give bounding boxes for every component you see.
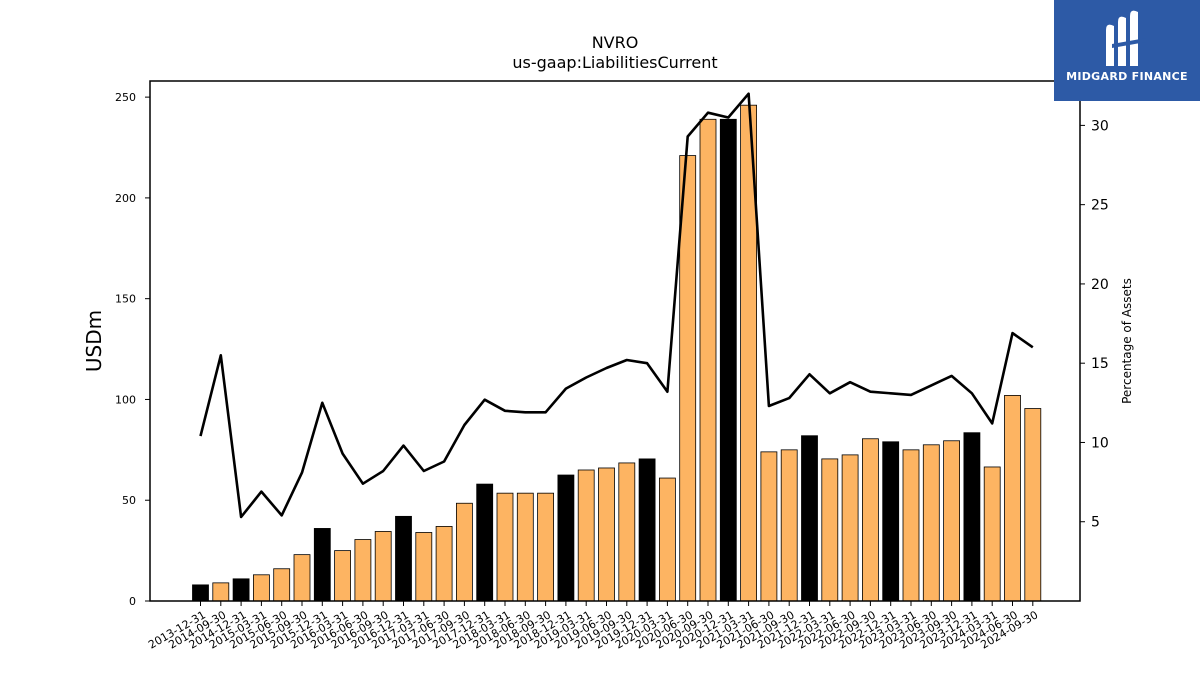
- bar-2019-03-31: [577, 469, 595, 602]
- bar-2021-12-31: [801, 435, 818, 602]
- bar-2017-03-31: [415, 532, 433, 602]
- bar-2017-06-30: [435, 526, 453, 602]
- chart-title: NVRO: [592, 33, 639, 52]
- line-series: [199, 92, 1034, 519]
- bar-2020-12-31: [719, 118, 737, 602]
- bar-2023-09-30: [943, 440, 960, 602]
- bar-2015-12-31: [313, 528, 331, 602]
- bar-2018-12-31: [557, 474, 575, 602]
- bar-2024-03-31: [983, 466, 1001, 602]
- bar-2022-09-30: [862, 438, 879, 602]
- bar-2017-09-30: [455, 502, 473, 602]
- bar-2020-09-30: [699, 118, 717, 602]
- bar-2022-06-30: [841, 454, 859, 602]
- bar-2014-12-31: [232, 578, 250, 602]
- bar-2017-12-31: [476, 483, 494, 602]
- y-axis-right: 5 10 15 20 25 30: [1080, 118, 1109, 531]
- bar-2023-12-31: [963, 432, 981, 602]
- bar-2016-06-30: [354, 539, 372, 602]
- y2-tick-label: 20: [1091, 277, 1109, 293]
- bar-2018-09-30: [537, 492, 554, 602]
- bar-2015-06-30: [273, 568, 291, 602]
- bar-2015-03-31: [252, 574, 270, 602]
- bar-2016-03-31: [334, 550, 352, 602]
- y2-tick-label: 10: [1091, 435, 1109, 451]
- bar-2016-12-31: [395, 515, 412, 602]
- bar-2019-06-30: [598, 467, 615, 602]
- bar-2023-03-31: [902, 449, 920, 602]
- bar-2024-06-30: [1004, 395, 1021, 602]
- bar-2018-06-30: [516, 492, 534, 602]
- x-axis: 2013-12-312014-09-302014-12-312015-03-31…: [146, 601, 1040, 652]
- bar-2024-09-30: [1024, 408, 1042, 602]
- y2-tick-label: 30: [1091, 118, 1109, 134]
- y-axis-label-right: Percentage of Assets: [1120, 278, 1134, 404]
- y2-tick-label: 25: [1091, 198, 1109, 214]
- y-axis-label-left: USDm: [82, 310, 106, 372]
- percentage-line: [199, 92, 1034, 519]
- logo-text: MIDGARD FINANCE: [1066, 70, 1188, 83]
- bar-series: [192, 104, 1042, 602]
- chart-subtitle: us-gaap:LiabilitiesCurrent: [512, 53, 717, 72]
- y-tick-label: 0: [129, 595, 136, 608]
- y-tick-label: 50: [122, 494, 136, 507]
- bar-2013-12-31: [192, 584, 209, 602]
- bar-2019-12-31: [638, 458, 656, 602]
- midgard-finance-logo: MIDGARD FINANCE: [1054, 0, 1200, 101]
- bar-2020-03-31: [659, 477, 676, 602]
- bar-2022-12-31: [882, 441, 900, 602]
- y-tick-label: 250: [115, 91, 136, 104]
- bar-2022-03-31: [821, 458, 839, 602]
- bar-2019-09-30: [618, 462, 636, 602]
- bar-2015-09-30: [293, 554, 311, 602]
- bar-2018-03-31: [496, 492, 514, 602]
- logo-mark-icon: [1106, 10, 1146, 67]
- y-axis-left: 0 50 100 150 200 250: [115, 91, 150, 608]
- bar-2016-09-30: [374, 531, 392, 602]
- bar-2021-06-30: [760, 451, 778, 602]
- y-tick-label: 100: [115, 393, 136, 406]
- y-tick-label: 150: [115, 293, 136, 306]
- bar-2023-06-30: [922, 444, 940, 602]
- bar-2014-09-30: [212, 582, 230, 602]
- y-tick-label: 200: [115, 192, 136, 205]
- y2-tick-label: 5: [1091, 515, 1100, 531]
- y2-tick-label: 15: [1091, 356, 1109, 372]
- plot-frame: [149, 80, 1081, 602]
- bar-2021-09-30: [780, 449, 798, 602]
